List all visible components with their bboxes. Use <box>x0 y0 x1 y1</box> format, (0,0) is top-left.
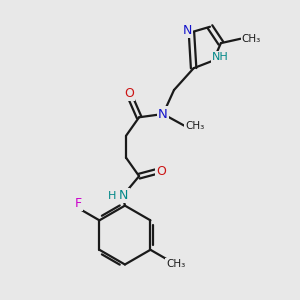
Text: NH: NH <box>212 52 228 62</box>
Text: CH₃: CH₃ <box>185 121 204 131</box>
Text: F: F <box>75 197 82 211</box>
Text: H: H <box>108 191 116 201</box>
Text: O: O <box>124 87 134 100</box>
Text: N: N <box>119 189 128 202</box>
Text: O: O <box>156 165 166 178</box>
Text: CH₃: CH₃ <box>242 34 261 44</box>
Text: CH₃: CH₃ <box>166 259 185 269</box>
Text: N: N <box>182 23 192 37</box>
Text: N: N <box>158 107 168 121</box>
